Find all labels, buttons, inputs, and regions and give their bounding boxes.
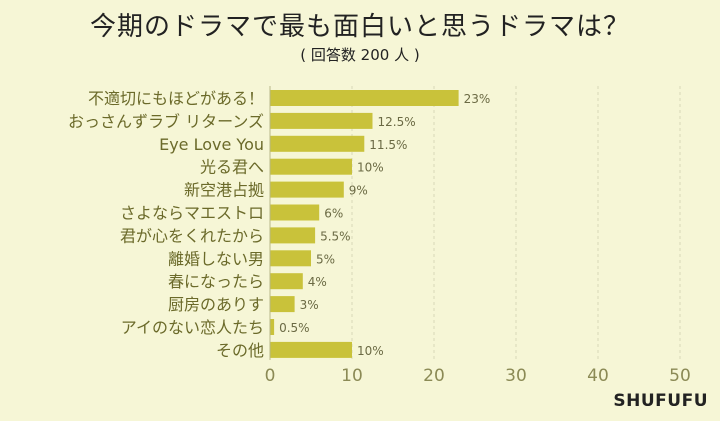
category-label: おっさんずラブ リターンズ <box>68 112 264 131</box>
bar <box>270 158 352 175</box>
bar <box>270 341 352 358</box>
x-tick-label: 0 <box>265 366 276 386</box>
category-label: 新空港占拠 <box>184 181 264 200</box>
value-label: 3% <box>300 298 319 312</box>
value-label: 0.5% <box>279 321 310 335</box>
category-label: 離婚しない男 <box>168 249 264 268</box>
chart-subtitle: ( 回答数 200 人 ) <box>300 46 420 64</box>
bar <box>270 112 373 129</box>
bar <box>270 227 316 244</box>
category-label: 君が心をくれたから <box>120 226 264 245</box>
bar <box>270 273 303 290</box>
category-label: 不適切にもほどがある！ <box>88 89 264 108</box>
x-tick-label: 30 <box>505 366 527 386</box>
x-tick-label: 10 <box>341 366 363 386</box>
x-tick-label: 50 <box>669 366 691 386</box>
value-label: 5.5% <box>320 229 351 243</box>
value-label: 23% <box>464 92 491 106</box>
value-label: 10% <box>357 344 384 358</box>
category-label: その他 <box>216 341 264 360</box>
x-tick-label: 20 <box>423 366 445 386</box>
brand-logo: SHUFUFU <box>613 391 708 411</box>
category-label: アイのない恋人たち <box>121 318 264 337</box>
x-tick-label: 40 <box>587 366 609 386</box>
category-label: 光る君へ <box>200 158 264 177</box>
bar <box>270 90 459 106</box>
value-label: 4% <box>308 275 327 289</box>
bar <box>270 204 320 221</box>
value-label: 12.5% <box>378 115 416 129</box>
value-label: 6% <box>324 207 343 221</box>
value-label: 10% <box>357 161 384 175</box>
value-label: 11.5% <box>369 138 407 152</box>
chart-title: 今期のドラマで最も面白いと思うドラマは？ <box>89 12 630 42</box>
category-label: さよならマエストロ <box>120 204 264 223</box>
bar <box>270 296 295 313</box>
category-label: Eye Love You <box>159 135 264 154</box>
category-label: 春になったら <box>168 272 264 291</box>
bar <box>270 319 275 335</box>
bar <box>270 250 311 267</box>
bar <box>270 135 365 152</box>
category-label: 厨房のありす <box>168 295 264 314</box>
value-label: 5% <box>316 252 335 266</box>
value-label: 9% <box>349 184 368 198</box>
bar <box>270 181 344 198</box>
